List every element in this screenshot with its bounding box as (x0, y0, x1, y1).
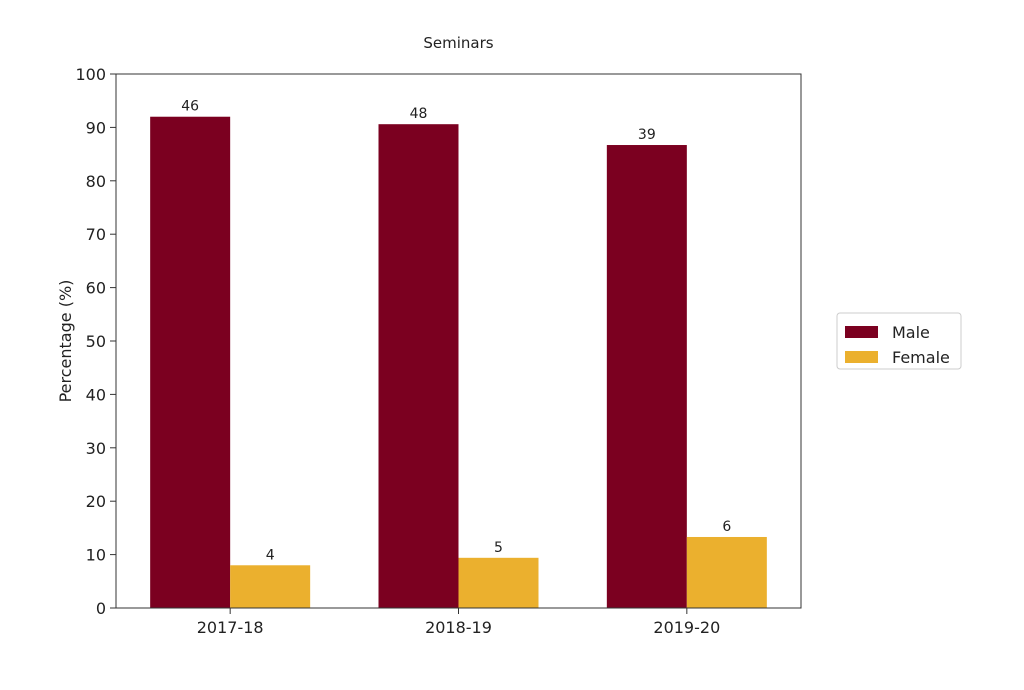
chart-title: Seminars (423, 34, 493, 52)
y-tick-label: 30 (86, 439, 106, 458)
legend-label: Male (892, 323, 930, 342)
legend: Male Female (836, 312, 962, 370)
y-tick-label: 60 (86, 279, 106, 298)
y-tick-label: 100 (75, 65, 106, 84)
bar-female-2017-18 (230, 565, 311, 608)
bar-value-label: 6 (722, 519, 731, 535)
y-tick-label: 10 (86, 546, 106, 565)
bar-male-2019-20 (606, 145, 687, 608)
bar-male-2017-18 (150, 116, 231, 608)
legend-label: Female (892, 348, 950, 367)
y-tick-label: 90 (86, 118, 106, 137)
bar-value-label: 46 (181, 99, 199, 115)
y-tick-label: 80 (86, 172, 106, 191)
bar-male-2018-19 (378, 124, 459, 609)
x-axis: 2017-18 2018-19 2019-20 (197, 608, 720, 637)
y-axis: 0 10 20 30 40 50 60 70 80 90 100 (75, 65, 116, 618)
bar-female-2019-20 (686, 536, 767, 608)
y-axis-title: Percentage (%) (56, 280, 75, 403)
y-tick-label: 40 (86, 385, 106, 404)
x-tick-label: 2019-20 (653, 618, 720, 637)
legend-swatch (845, 351, 878, 363)
plot-frame (115, 73, 802, 609)
legend-swatch (845, 326, 878, 338)
y-tick-label: 0 (96, 599, 106, 618)
bar-value-label: 39 (638, 127, 656, 143)
x-tick-label: 2018-19 (425, 618, 492, 637)
x-tick-label: 2017-18 (197, 618, 264, 637)
bar-female-2018-19 (458, 557, 539, 608)
y-tick-label: 20 (86, 492, 106, 511)
bar-value-label: 48 (410, 106, 428, 122)
bars (150, 116, 767, 609)
y-tick-label: 70 (86, 225, 106, 244)
y-tick-label: 50 (86, 332, 106, 351)
bar-labels: 46 4 48 5 39 6 (181, 99, 731, 564)
bar-value-label: 5 (494, 540, 503, 556)
bar-value-label: 4 (266, 547, 275, 563)
